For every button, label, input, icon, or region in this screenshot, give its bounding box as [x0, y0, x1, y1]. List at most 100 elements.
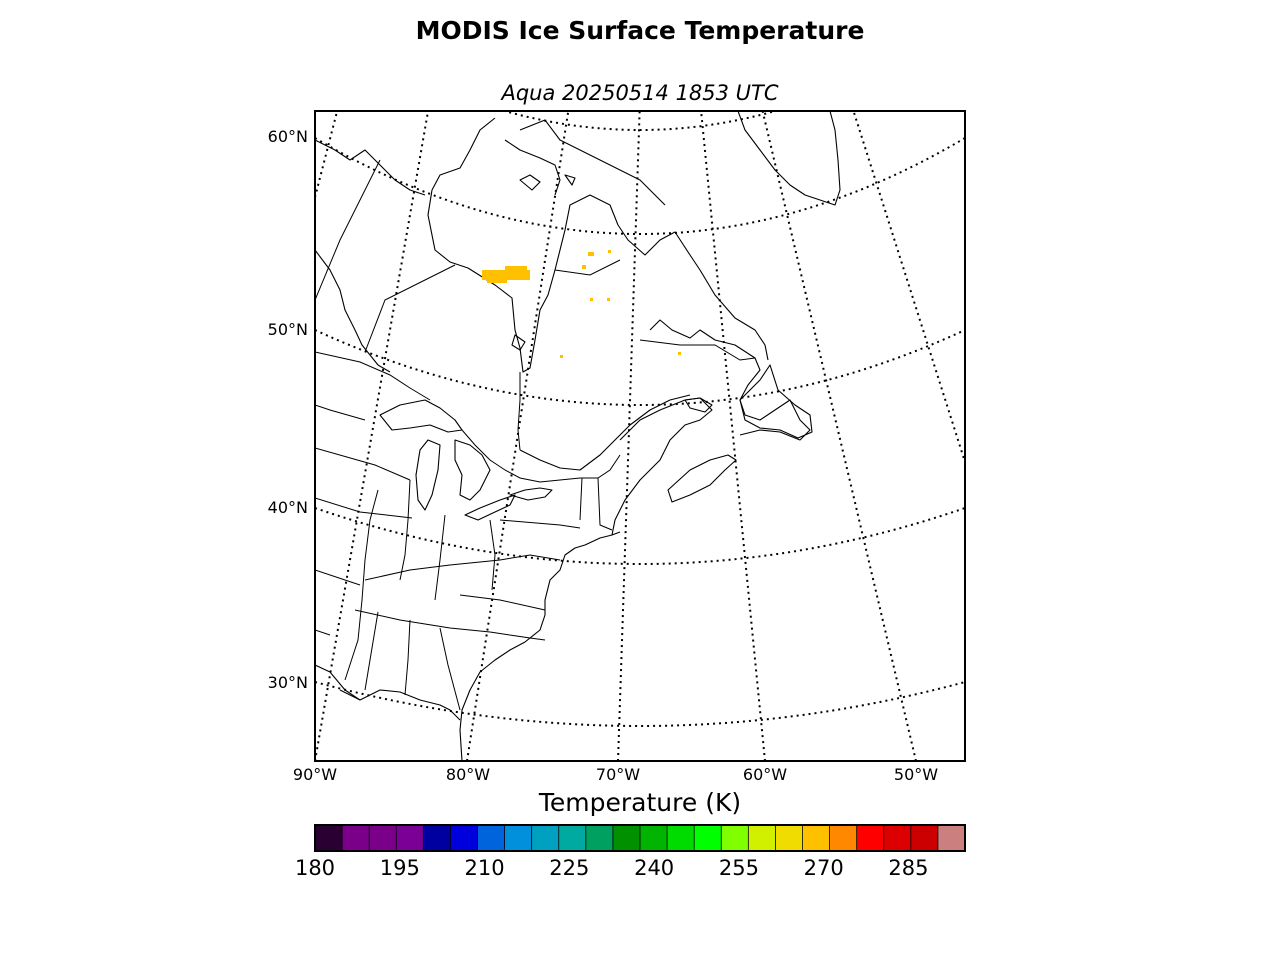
map-background: [315, 111, 965, 761]
lon-label-80w: 80°W: [446, 765, 490, 784]
colorbar-swatch: [612, 825, 641, 851]
colorbar-swatch: [667, 825, 695, 851]
meridian-40w: [852, 111, 965, 466]
colorbar-swatch: [342, 825, 370, 851]
coast-anticosti: [684, 397, 713, 413]
colorbar-swatch: [640, 825, 668, 851]
colorbar-swatch: [423, 825, 451, 851]
border-states-3: [399, 479, 446, 601]
colorbar-swatch: [694, 825, 722, 851]
border-provinces-a: [315, 159, 381, 301]
colorbar-swatches: [315, 825, 966, 851]
colorbar-swatch: [910, 825, 939, 851]
colorbar-swatch: [315, 825, 343, 851]
parallel-40n: [315, 507, 965, 565]
lake-erie: [464, 494, 516, 521]
border-states-8: [459, 594, 546, 611]
colorbar-swatch: [829, 825, 858, 851]
figure-subtitle: Aqua 20250514 1853 UTC: [499, 81, 778, 105]
lon-label-50w: 50°W: [894, 765, 938, 784]
ice-patch-8: [590, 298, 593, 301]
parallel-60n: [315, 137, 965, 235]
coast-southampton: [519, 174, 576, 191]
colorbar-tick-label: 285: [888, 856, 928, 880]
border-states-5: [354, 609, 546, 641]
ice-patch-2: [487, 278, 507, 283]
ice-patch-3: [505, 266, 527, 271]
colorbar-tick-label: 195: [380, 856, 420, 880]
colorbar-tick-label: 225: [549, 856, 589, 880]
border-quebec-labrador: [554, 259, 756, 361]
lake-ontario: [509, 487, 553, 501]
lat-label-60n: 60°N: [268, 127, 308, 146]
lon-label-60w: 60°W: [743, 765, 787, 784]
lake-huron: [454, 439, 491, 501]
coast-greenland: [737, 111, 841, 206]
lake-michigan: [415, 439, 441, 511]
coastlines: [315, 111, 841, 761]
ice-patch-1: [482, 270, 530, 280]
ice-patch-4: [588, 252, 594, 256]
figure-title: MODIS Ice Surface Temperature: [416, 16, 865, 45]
colorbar-swatch: [450, 825, 478, 851]
lon-label-70w: 70°W: [596, 765, 640, 784]
colorbar-tick-label: 270: [804, 856, 844, 880]
border-states-2: [344, 489, 379, 681]
coast-hudson-west: [315, 249, 391, 373]
colorbar-swatch: [856, 825, 885, 851]
ice-patch-7: [560, 355, 563, 358]
colorbar-swatch: [396, 825, 424, 851]
colorbar: Temperature (K) 180 195 210 225 240 255 270 285: [295, 788, 966, 880]
border-states-1: [315, 404, 413, 701]
colorbar-swatch: [531, 825, 560, 851]
colorbar-frame: [314, 824, 966, 852]
border-quebec-ontario: [517, 372, 521, 451]
coast-belcher: [511, 334, 526, 351]
colorbar-swatch: [748, 825, 776, 851]
borders: [315, 159, 756, 711]
ice-patch-9: [607, 298, 610, 301]
coast-hudson-bay-west: [431, 117, 496, 191]
coast-hudson-bay: [427, 189, 769, 373]
lon-labels: 90°W 80°W 70°W 60°W 50°W: [293, 765, 938, 784]
lat-label-30n: 30°N: [268, 673, 308, 692]
colorbar-tick-label: 255: [719, 856, 759, 880]
colorbar-swatch: [721, 825, 749, 851]
meridian-90w: [315, 111, 430, 761]
colorbar-swatch: [883, 825, 912, 851]
colorbar-swatch: [585, 825, 614, 851]
colorbar-swatch: [937, 825, 966, 851]
parallel-50n: [315, 329, 965, 406]
colorbar-tick-label: 180: [295, 856, 335, 880]
coast-maritimes: [611, 397, 737, 536]
colorbar-swatch: [504, 825, 533, 851]
colorbar-swatch: [477, 825, 506, 851]
border-states-4: [364, 554, 561, 581]
map-frame: [314, 110, 966, 762]
colorbar-swatch: [802, 825, 831, 851]
ice-patch-5: [582, 265, 586, 269]
colorbar-label: Temperature (K): [538, 788, 741, 817]
colorbar-swatch: [775, 825, 803, 851]
border-provinces-b: [364, 264, 456, 353]
lat-label-40n: 40°N: [268, 498, 308, 517]
ice-pixels: [482, 250, 681, 358]
meridian-60w: [700, 111, 766, 761]
coast-us-east: [459, 534, 613, 761]
meridian-50w: [761, 111, 917, 761]
ice-patch-10: [678, 352, 681, 355]
lat-label-50n: 50°N: [268, 320, 308, 339]
coast-gulf: [315, 664, 461, 721]
colorbar-swatch: [369, 825, 397, 851]
colorbar-ticks: 180 195 210 225 240 255 270 285: [295, 856, 929, 880]
coast-newfoundland: [739, 364, 813, 439]
border-states-7: [489, 477, 613, 591]
ice-patch-6: [608, 250, 611, 253]
map-panel: 60°N 50°N 40°N 30°N 90°W 80°W 70°W 60°W …: [268, 110, 966, 784]
colorbar-swatch: [558, 825, 587, 851]
lon-label-90w: 90°W: [293, 765, 337, 784]
coast-baffin: [504, 119, 666, 206]
border-us-canada: [315, 351, 621, 483]
colorbar-tick-label: 240: [634, 856, 674, 880]
